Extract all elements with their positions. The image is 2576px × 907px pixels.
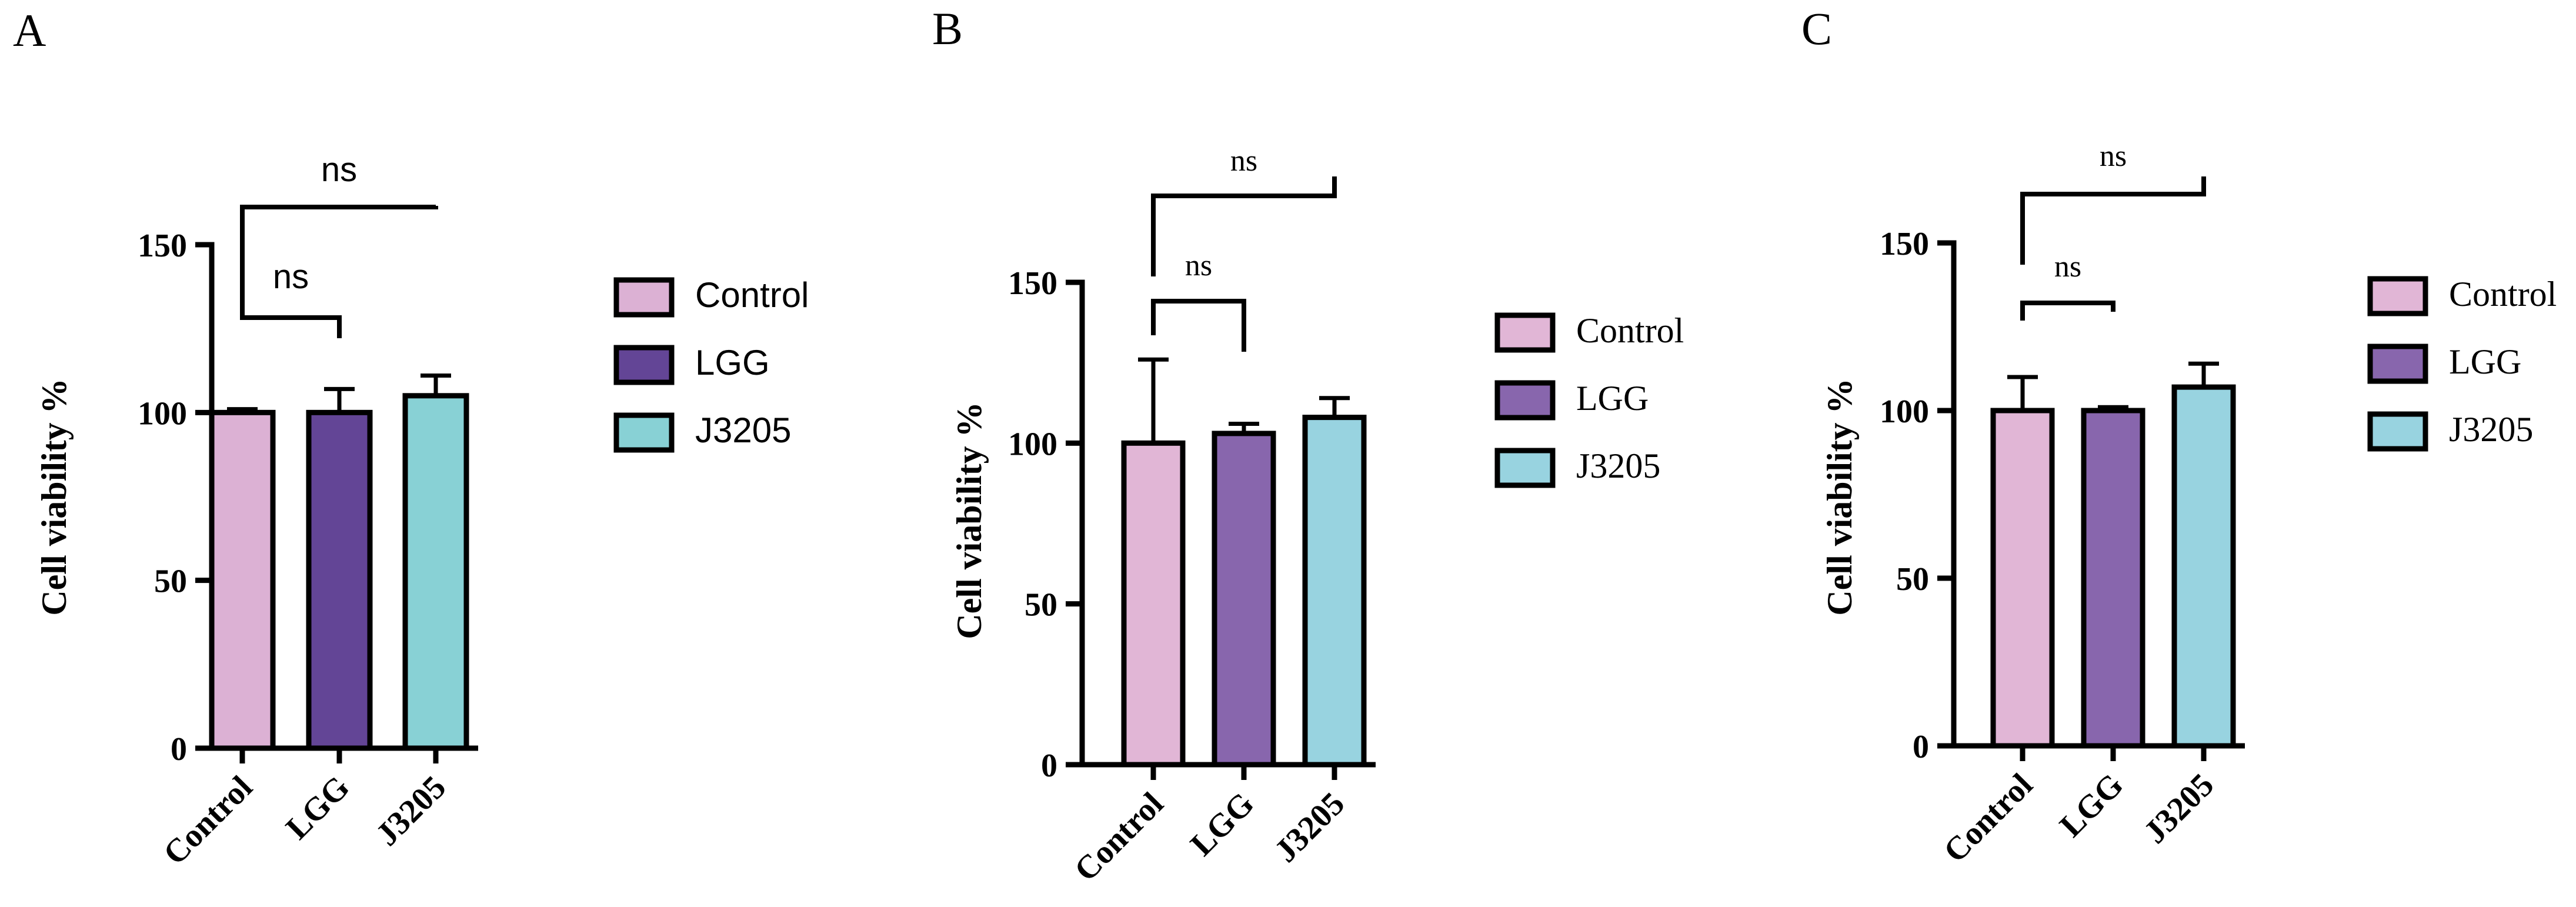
y-tick-label: 50: [154, 563, 187, 600]
y-tick-label: 150: [1008, 265, 1057, 302]
significance-bracket: [2020, 176, 2206, 265]
significance-bracket: [240, 244, 342, 338]
y-axis-label: Cell viability %: [35, 378, 74, 615]
legend-label-j3205: J3205: [2449, 410, 2533, 449]
y-tick-label: 0: [171, 731, 187, 768]
x-tick-label: LGG: [279, 769, 356, 846]
legend-swatch-control: [1494, 312, 1556, 353]
significance-label: ns: [2100, 139, 2127, 173]
legend-label-lgg: LGG: [2449, 342, 2521, 381]
bar-lgg: [1212, 431, 1276, 768]
y-tick-label: 150: [1880, 226, 1929, 262]
legend-swatch-j3205: [613, 412, 675, 453]
significance-bracket: [240, 205, 438, 244]
legend-swatch-control: [613, 277, 675, 318]
x-tick-label: J3205: [1267, 785, 1352, 869]
bar-lgg: [306, 409, 373, 751]
x-tick-label: LGG: [2053, 766, 2130, 844]
x-tick-label: J3205: [2137, 766, 2221, 851]
bar-control: [1990, 408, 2055, 749]
significance-label: ns: [273, 258, 309, 296]
bar-j3205: [402, 393, 469, 751]
panel-label: A: [13, 5, 46, 56]
legend-swatch-j3205: [1494, 448, 1556, 488]
bar-j3205: [1302, 415, 1367, 768]
legend-label-control: Control: [1576, 311, 1684, 350]
legend-swatch-control: [2367, 276, 2428, 316]
significance-label: ns: [1185, 249, 1212, 282]
x-tick-label: J3205: [369, 769, 453, 853]
y-tick-label: 150: [138, 228, 187, 264]
significance-label: ns: [2054, 250, 2081, 284]
y-tick-label: 0: [1041, 748, 1057, 784]
panel-label: C: [1801, 3, 1832, 54]
legend-label-control: Control: [2449, 275, 2557, 314]
y-tick-label: 100: [1008, 426, 1057, 462]
y-axis-label: Cell viability %: [1820, 378, 1859, 615]
bar-lgg: [2081, 408, 2145, 749]
y-tick-label: 50: [1025, 587, 1057, 623]
legend-label-lgg: LGG: [695, 343, 770, 382]
y-axis-label: Cell viability %: [950, 402, 989, 639]
legend-swatch-lgg: [1494, 380, 1556, 421]
y-tick-label: 100: [138, 395, 187, 432]
legend-swatch-lgg: [2367, 344, 2428, 384]
y-tick-label: 50: [1896, 561, 1929, 598]
x-tick-label: Control: [1937, 766, 2040, 869]
legend-label-lgg: LGG: [1576, 379, 1649, 418]
significance-label: ns: [1230, 144, 1257, 178]
x-tick-label: Control: [1067, 785, 1170, 888]
y-tick-label: 100: [1880, 394, 1929, 430]
legend-swatch-j3205: [2367, 411, 2428, 452]
y-tick-label: 0: [1913, 729, 1929, 765]
x-tick-label: Control: [156, 769, 259, 872]
x-tick-label: LGG: [1183, 785, 1261, 863]
legend-swatch-lgg: [613, 345, 675, 385]
legend-label-j3205: J3205: [695, 411, 791, 450]
significance-label: ns: [321, 151, 357, 189]
significance-bracket: [2020, 301, 2115, 321]
bar-control: [209, 409, 276, 751]
bar-j3205: [2171, 384, 2236, 749]
significance-bracket: [1151, 176, 1337, 276]
bar-control: [1121, 440, 1186, 768]
significance-bracket: [1151, 299, 1246, 352]
legend-label-j3205: J3205: [1576, 446, 1660, 485]
panel-label: B: [932, 3, 963, 54]
legend-label-control: Control: [695, 275, 809, 315]
